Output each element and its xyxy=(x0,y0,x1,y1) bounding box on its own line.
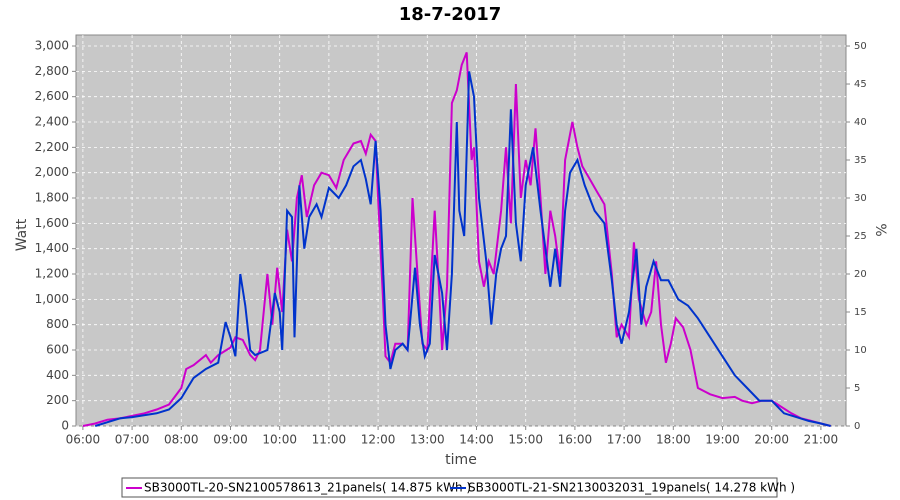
x-tick-label: 18:00 xyxy=(656,433,691,447)
y2-tick-label: 25 xyxy=(854,231,867,242)
y2-tick-label: 30 xyxy=(854,193,867,204)
x-tick-label: 08:00 xyxy=(164,433,199,447)
y2-tick-label: 50 xyxy=(854,41,867,52)
legend-label: SB3000TL-20-SN2100578613_21panels( 14.87… xyxy=(144,481,471,495)
y2-tick-label: 10 xyxy=(854,345,867,356)
y-tick-label: 1,800 xyxy=(35,191,69,205)
x-tick-label: 07:00 xyxy=(115,433,150,447)
y-tick-label: 1,400 xyxy=(35,241,69,255)
x-tick-label: 17:00 xyxy=(607,433,642,447)
y-tick-label: 2,600 xyxy=(35,89,69,103)
x-tick-label: 19:00 xyxy=(705,433,740,447)
y-tick-label: 600 xyxy=(46,343,69,357)
x-tick-label: 12:00 xyxy=(361,433,396,447)
y-tick-label: 1,000 xyxy=(35,292,69,306)
y-tick-label: 400 xyxy=(46,368,69,382)
y-tick-label: 800 xyxy=(46,317,69,331)
y-tick-label: 1,600 xyxy=(35,216,69,230)
y-tick-label: 2,400 xyxy=(35,115,69,129)
y2-tick-label: 20 xyxy=(854,269,867,280)
x-tick-label: 21:00 xyxy=(804,433,839,447)
y-axis-label: Watt xyxy=(14,218,30,251)
y2-tick-label: 0 xyxy=(854,421,860,432)
y-tick-label: 1,200 xyxy=(35,267,69,281)
y2-tick-label: 45 xyxy=(854,79,867,90)
y-tick-label: 2,800 xyxy=(35,64,69,78)
x-axis-label: time xyxy=(445,452,477,468)
y2-tick-label: 40 xyxy=(854,117,867,128)
x-tick-label: 10:00 xyxy=(262,433,297,447)
x-tick-label: 11:00 xyxy=(312,433,347,447)
y-tick-label: 200 xyxy=(46,393,69,407)
y2-axis-label: % xyxy=(872,223,888,236)
legend-label: SB3000TL-21-SN2130032031_19panels( 14.27… xyxy=(468,481,795,495)
y-tick-label: 3,000 xyxy=(35,39,69,53)
y2-tick-label: 15 xyxy=(854,307,867,318)
x-tick-label: 15:00 xyxy=(508,433,543,447)
y2-tick-label: 35 xyxy=(854,155,867,166)
x-tick-label: 16:00 xyxy=(558,433,593,447)
x-tick-label: 09:00 xyxy=(213,433,248,447)
series-line xyxy=(94,71,831,427)
x-tick-label: 13:00 xyxy=(410,433,445,447)
chart-title: 18-7-2017 xyxy=(399,4,502,25)
legend xyxy=(121,477,778,498)
y-tick-label: 0 xyxy=(61,419,69,433)
y-tick-label: 2,200 xyxy=(35,140,69,154)
y-tick-label: 2,000 xyxy=(35,165,69,179)
y2-tick-label: 5 xyxy=(854,383,860,394)
x-tick-label: 14:00 xyxy=(459,433,494,447)
plot-area xyxy=(75,34,847,427)
x-tick-label: 20:00 xyxy=(754,433,789,447)
x-tick-label: 06:00 xyxy=(66,433,101,447)
